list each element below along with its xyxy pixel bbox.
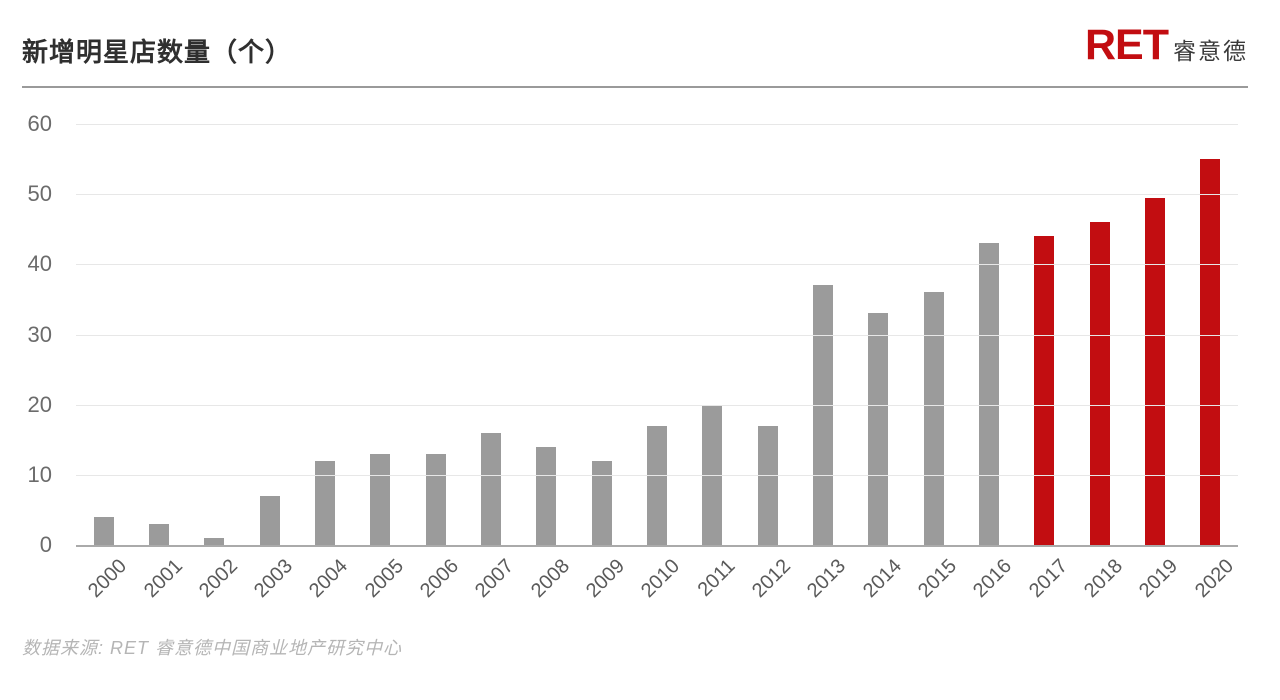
bar-2019 [1144,197,1165,545]
bar-group-2012: 2012 [740,124,795,602]
bar-group-2008: 2008 [519,124,574,602]
bar-group-2016: 2016 [961,124,1016,602]
bar-2005 [370,453,391,545]
bar-2012 [757,425,778,545]
ret-logo: RET 睿意德 [1085,24,1248,67]
bar-group-2015: 2015 [906,124,961,602]
bar-2000 [93,516,114,545]
gridline-40 [76,264,1238,266]
x-tick-2004: 2004 [305,555,353,603]
x-tick-2010: 2010 [637,555,685,603]
bar-2018 [1089,222,1110,545]
bar-2002 [204,537,225,545]
bar-2008 [536,446,557,545]
bar-group-2020: 2020 [1183,124,1238,602]
x-tick-2013: 2013 [803,555,851,603]
bar-group-2009: 2009 [574,124,629,602]
bar-chart: 2000 2001 2002 2003 2004 2005 2006 2007 2008 2009… [76,124,1238,602]
x-tick-2005: 2005 [360,555,408,603]
x-tick-2020: 2020 [1190,555,1238,603]
bar-group-2018: 2018 [1072,124,1127,602]
x-tick-2003: 2003 [250,555,298,603]
bar-group-2003: 2003 [242,124,297,602]
y-tick-0: 0 [39,532,52,557]
x-tick-2014: 2014 [858,555,906,603]
bar-2004 [314,460,335,545]
bar-group-2007: 2007 [463,124,519,602]
bar-2006 [425,453,446,545]
bar-2003 [259,495,280,545]
y-tick-60: 60 [27,111,52,136]
x-tick-2016: 2016 [969,555,1017,603]
bar-2007 [480,432,501,545]
y-tick-40: 40 [27,251,52,277]
bar-group-2017: 2017 [1017,124,1072,602]
bar-group-2006: 2006 [408,124,463,602]
bars-container: 2000 2001 2002 2003 2004 2005 2006 2007 2008 2009… [76,124,1238,602]
title-divider [22,86,1248,88]
bar-group-2005: 2005 [353,124,408,602]
logo-ret-text: RET [1085,21,1169,69]
bar-2016 [978,243,999,545]
x-tick-2000: 2000 [84,555,132,603]
bar-2009 [591,460,612,545]
bar-group-2002: 2002 [187,124,242,602]
bar-group-2010: 2010 [629,124,685,602]
chart-title: 新增明星店数量（个） [22,37,293,67]
y-axis: 0 10 20 30 40 50 60 [0,113,52,556]
x-tick-2019: 2019 [1135,555,1183,603]
bar-2001 [148,523,169,545]
y-tick-10: 10 [27,461,52,487]
gridline-60 [76,124,1238,125]
bar-group-2013: 2013 [795,124,850,602]
x-tick-2007: 2007 [471,555,519,603]
x-tick-2009: 2009 [582,555,630,603]
x-tick-2012: 2012 [748,555,796,603]
x-tick-2006: 2006 [416,555,464,603]
y-tick-20: 20 [27,391,52,417]
gridline-20 [76,404,1238,406]
bar-2017 [1034,236,1055,545]
bar-2013 [812,285,833,545]
bar-2014 [868,313,889,545]
bar-group-2004: 2004 [297,124,353,602]
bar-group-2001: 2001 [131,124,187,602]
x-tick-2017: 2017 [1024,555,1072,603]
x-tick-2008: 2008 [526,555,574,603]
bar-group-2019: 2019 [1127,124,1182,602]
source-note: 数据来源: RET 睿意德中国商业地产研究中心 [22,638,403,658]
bar-group-2014: 2014 [851,124,906,602]
logo-cn-text: 睿意德 [1173,38,1248,64]
x-tick-2002: 2002 [194,555,242,603]
x-tick-2015: 2015 [914,555,962,603]
x-tick-2011: 2011 [693,555,740,601]
bar-2020 [1200,159,1221,545]
y-tick-50: 50 [27,181,52,207]
x-tick-2018: 2018 [1080,555,1128,603]
bar-2015 [923,292,944,545]
y-tick-30: 30 [27,321,52,347]
x-tick-2001: 2001 [139,555,187,603]
gridline-50 [76,194,1238,196]
bar-group-2000: 2000 [76,124,131,602]
bar-2010 [646,425,667,545]
gridline-30 [76,334,1238,336]
gridline-10 [76,474,1238,476]
